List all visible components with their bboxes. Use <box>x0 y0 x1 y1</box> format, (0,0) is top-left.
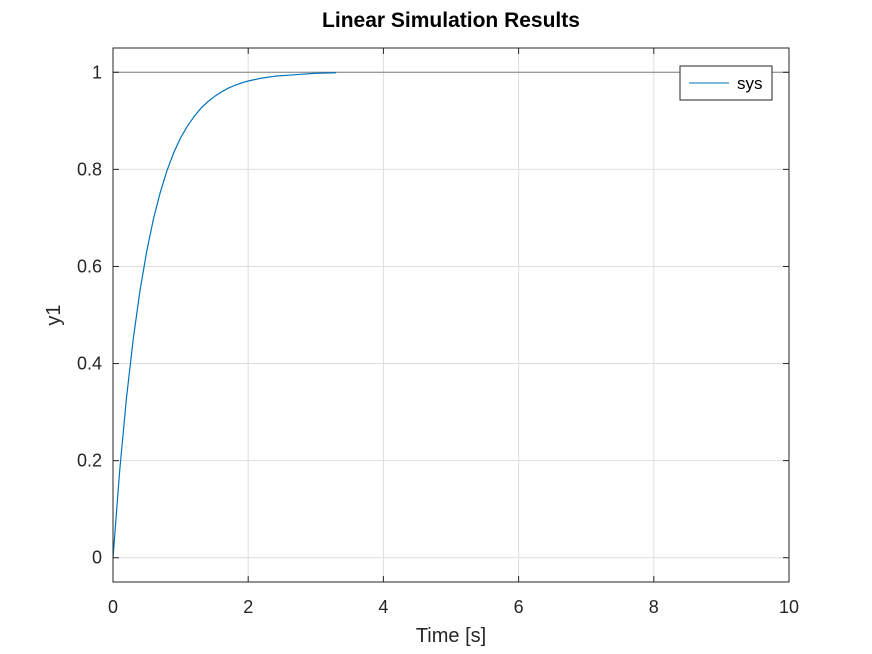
y-tick-label-1: 0.2 <box>77 451 102 471</box>
x-tick-label-3: 6 <box>514 597 524 617</box>
series-layer <box>112 72 337 558</box>
series-line-sys <box>112 72 337 558</box>
y-tick-label-2: 0.4 <box>77 354 102 374</box>
y-tick-label-4: 0.8 <box>77 159 102 179</box>
legend-label-sys: sys <box>737 74 763 93</box>
axes-box <box>112 47 790 583</box>
legend: sys <box>679 65 773 101</box>
x-tick-label-1: 2 <box>243 597 253 617</box>
grid-lines <box>112 48 790 582</box>
tick-marks <box>112 48 790 582</box>
x-tick-labels: 0 2 4 6 8 10 <box>108 597 799 617</box>
x-axis-label: Time [s] <box>416 625 486 647</box>
y-axis-label: y1 <box>43 304 65 325</box>
x-tick-label-4: 8 <box>649 597 659 617</box>
y-tick-label-0: 0 <box>92 548 102 568</box>
y-tick-label-3: 0.6 <box>77 256 102 276</box>
y-tick-label-5: 1 <box>92 62 102 82</box>
y-tick-labels: 0 0.2 0.4 0.6 0.8 1 <box>77 62 102 567</box>
x-tick-label-5: 10 <box>779 597 799 617</box>
x-tick-label-0: 0 <box>108 597 118 617</box>
chart-title: Linear Simulation Results <box>322 9 580 32</box>
x-tick-label-2: 4 <box>378 597 388 617</box>
